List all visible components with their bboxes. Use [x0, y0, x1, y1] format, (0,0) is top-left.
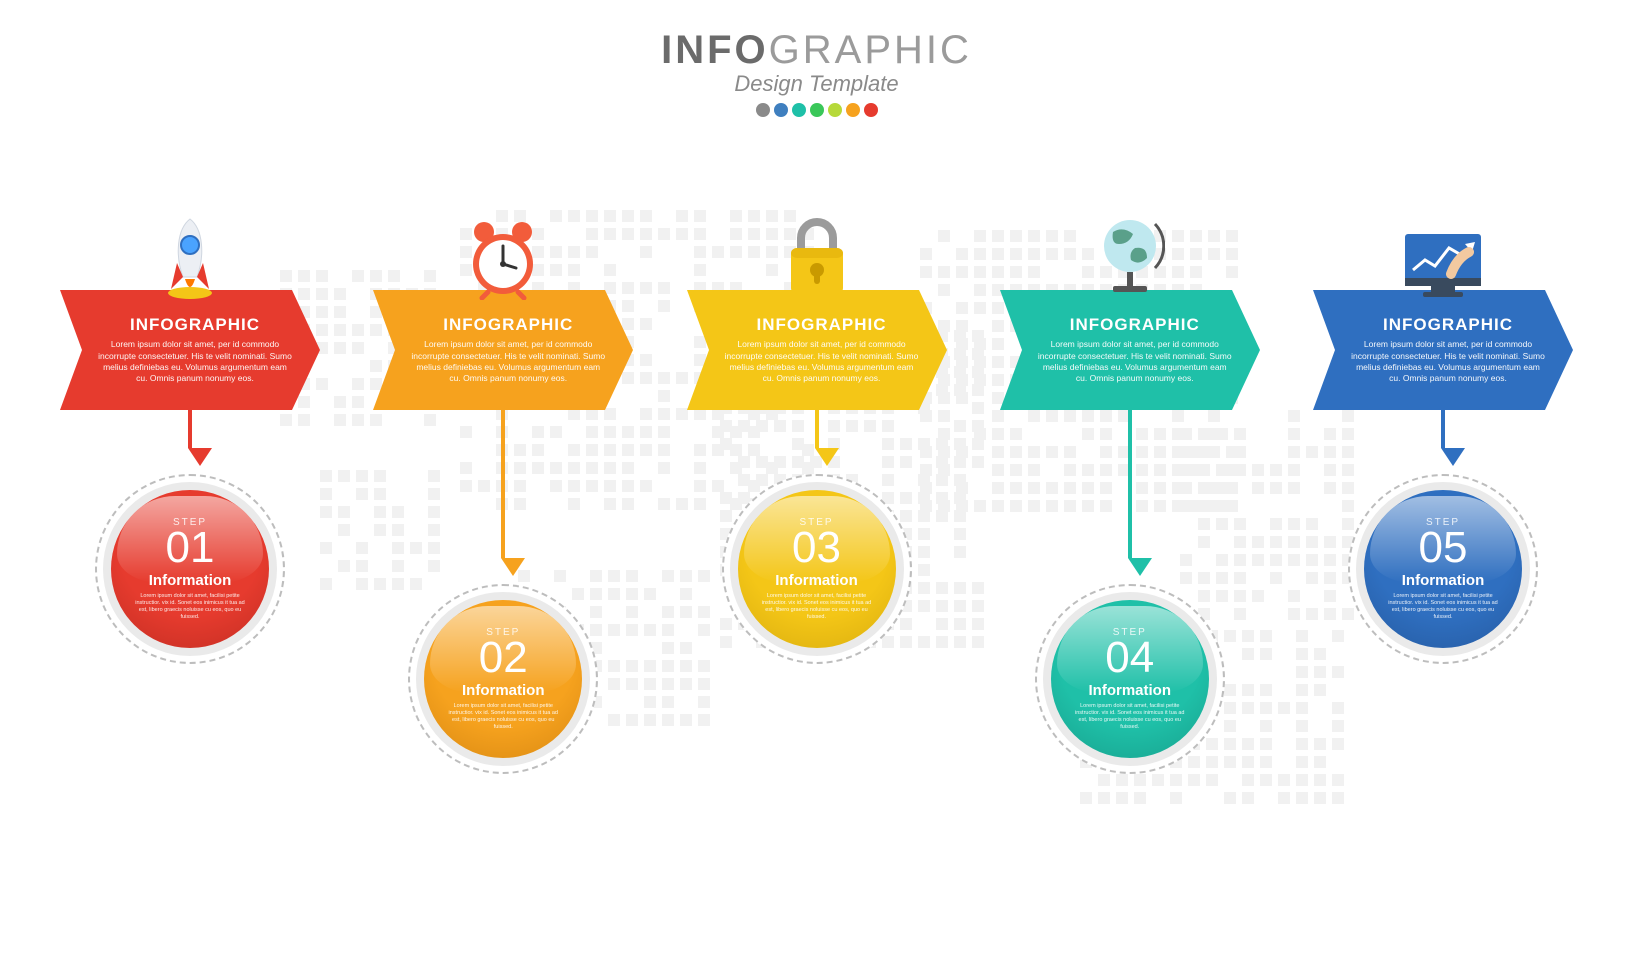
- lock-icon: [687, 210, 947, 300]
- globe-icon: [1000, 210, 1260, 300]
- step-label: STEP: [173, 517, 207, 528]
- header-dot: [846, 103, 860, 117]
- connector: [1128, 410, 1132, 576]
- step-number: 04: [1105, 636, 1154, 680]
- step-info-body: Lorem ipsum dolor sit amet, facilisi pet…: [432, 703, 574, 732]
- step-banner: INFOGRAPHIC Lorem ipsum dolor sit amet, …: [1313, 290, 1573, 410]
- banner-text: Lorem ipsum dolor sit amet, per id commo…: [725, 339, 919, 385]
- header: INFOGRAPHIC Design Template: [0, 0, 1633, 117]
- step-info-title: Information: [1089, 682, 1172, 699]
- medallion: STEP 01 Information Lorem ipsum dolor si…: [60, 474, 320, 664]
- banner-title: INFOGRAPHIC: [1038, 315, 1232, 335]
- header-dot: [828, 103, 842, 117]
- step-banner: INFOGRAPHIC Lorem ipsum dolor sit amet, …: [1000, 290, 1260, 410]
- step-info-body: Lorem ipsum dolor sit amet, facilisi pet…: [746, 593, 888, 622]
- banner-title: INFOGRAPHIC: [725, 315, 919, 335]
- step-info-title: Information: [462, 682, 545, 699]
- step-1: INFOGRAPHIC Lorem ipsum dolor sit amet, …: [60, 210, 320, 774]
- header-dot: [792, 103, 806, 117]
- step-banner: INFOGRAPHIC Lorem ipsum dolor sit amet, …: [60, 290, 320, 410]
- medallion: STEP 03 Information Lorem ipsum dolor si…: [687, 474, 947, 664]
- header-subtitle: Design Template: [0, 71, 1633, 97]
- connector: [501, 410, 505, 576]
- header-title-bold: INFO: [661, 28, 769, 72]
- step-5: INFOGRAPHIC Lorem ipsum dolor sit amet, …: [1313, 210, 1573, 774]
- step-info-title: Information: [1402, 572, 1485, 589]
- step-label: STEP: [799, 517, 833, 528]
- step-info-body: Lorem ipsum dolor sit amet, facilisi pet…: [1059, 703, 1201, 732]
- steps-row: INFOGRAPHIC Lorem ipsum dolor sit amet, …: [60, 210, 1573, 774]
- banner-title: INFOGRAPHIC: [98, 315, 292, 335]
- step-banner: INFOGRAPHIC Lorem ipsum dolor sit amet, …: [687, 290, 947, 410]
- banner-text: Lorem ipsum dolor sit amet, per id commo…: [1038, 339, 1232, 385]
- rocket-icon: [60, 210, 320, 300]
- banner-text: Lorem ipsum dolor sit amet, per id commo…: [1351, 339, 1545, 385]
- header-dot: [774, 103, 788, 117]
- banner-title: INFOGRAPHIC: [1351, 315, 1545, 335]
- header-dot: [756, 103, 770, 117]
- step-label: STEP: [1426, 517, 1460, 528]
- step-3: INFOGRAPHIC Lorem ipsum dolor sit amet, …: [687, 210, 947, 774]
- header-dot: [864, 103, 878, 117]
- step-info-title: Information: [775, 572, 858, 589]
- header-dot: [810, 103, 824, 117]
- banner-text: Lorem ipsum dolor sit amet, per id commo…: [98, 339, 292, 385]
- step-number: 01: [166, 526, 215, 570]
- step-4: INFOGRAPHIC Lorem ipsum dolor sit amet, …: [1000, 210, 1260, 774]
- step-number: 03: [792, 526, 841, 570]
- connector: [815, 410, 819, 466]
- header-title-light: GRAPHIC: [769, 28, 972, 72]
- connector: [1441, 410, 1445, 466]
- step-info-body: Lorem ipsum dolor sit amet, facilisi pet…: [1372, 593, 1514, 622]
- banner-text: Lorem ipsum dolor sit amet, per id commo…: [411, 339, 605, 385]
- step-info-body: Lorem ipsum dolor sit amet, facilisi pet…: [119, 593, 261, 622]
- step-2: INFOGRAPHIC Lorem ipsum dolor sit amet, …: [373, 210, 633, 774]
- step-label: STEP: [1113, 627, 1147, 638]
- step-label: STEP: [486, 627, 520, 638]
- step-banner: INFOGRAPHIC Lorem ipsum dolor sit amet, …: [373, 290, 633, 410]
- banner-title: INFOGRAPHIC: [411, 315, 605, 335]
- alarm-clock-icon: [373, 210, 633, 300]
- step-info-title: Information: [149, 572, 232, 589]
- connector: [188, 410, 192, 466]
- header-title: INFOGRAPHIC: [0, 28, 1633, 73]
- medallion: STEP 05 Information Lorem ipsum dolor si…: [1313, 474, 1573, 664]
- step-number: 02: [479, 636, 528, 680]
- medallion: STEP 04 Information Lorem ipsum dolor si…: [1000, 584, 1260, 774]
- step-number: 05: [1419, 526, 1468, 570]
- monitor-chart-icon: [1313, 210, 1573, 300]
- header-dots: [0, 103, 1633, 117]
- medallion: STEP 02 Information Lorem ipsum dolor si…: [373, 584, 633, 774]
